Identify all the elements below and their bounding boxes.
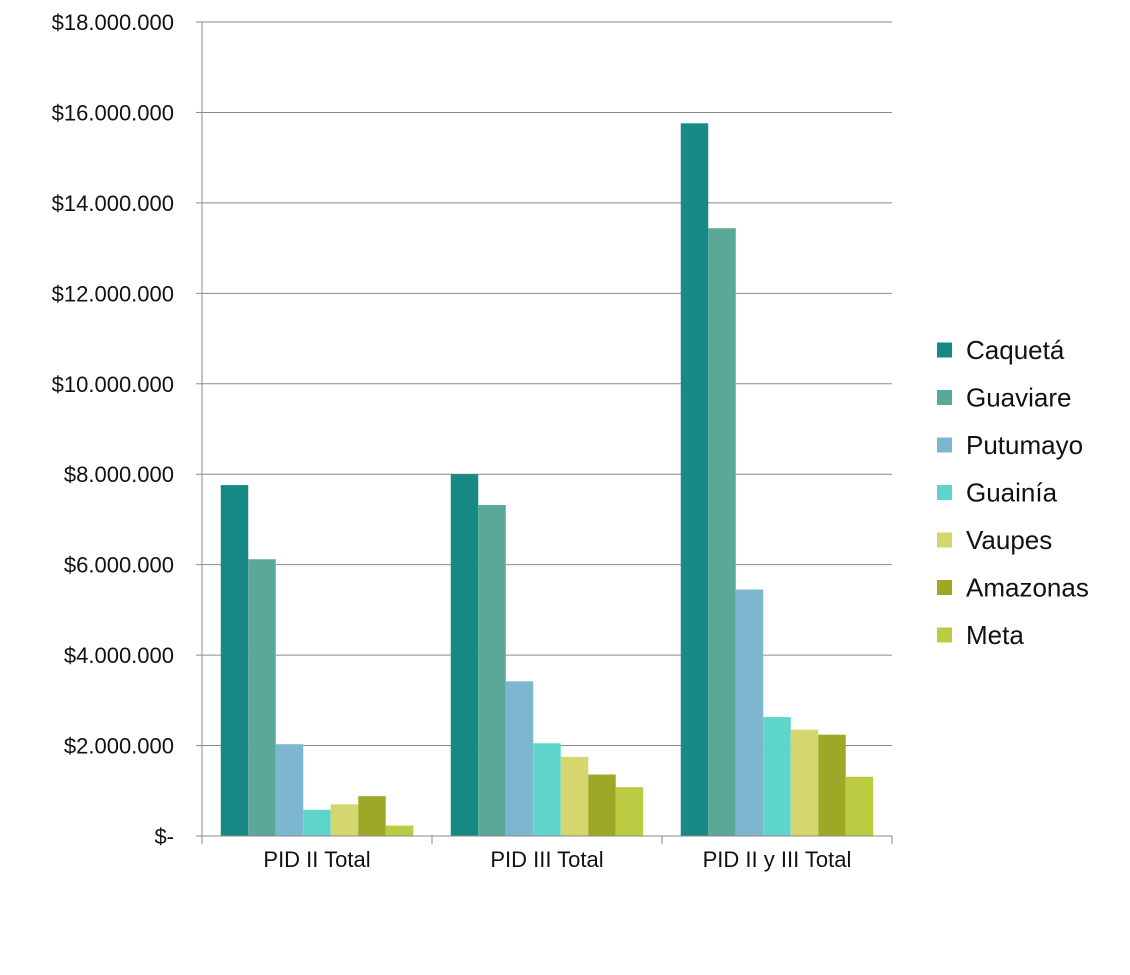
y-tick-label: $8.000.000	[64, 462, 174, 487]
legend-label: Caquetá	[966, 335, 1065, 365]
bar-guaina-2	[533, 743, 561, 836]
x-tick-label: PID II Total	[263, 847, 370, 872]
legend-label: Guaviare	[966, 383, 1072, 413]
bar-vaupes-1	[330, 804, 359, 836]
y-tick-label: $6.000.000	[64, 553, 174, 578]
bar-meta-2	[615, 787, 644, 836]
legend-swatch	[937, 437, 952, 453]
bar-caquet-2	[450, 474, 479, 836]
bar-putumayo-1	[275, 744, 304, 836]
legend-swatch	[937, 580, 952, 595]
bar-putumayo-3	[735, 589, 764, 836]
bar-meta-1	[385, 825, 414, 836]
legend-label: Meta	[966, 620, 1024, 650]
legend-label: Guainía	[966, 478, 1058, 508]
y-tick-labels: $- $2.000.000 $4.000.000 $6.000.000 $8.000.0…	[52, 10, 174, 849]
bar-caquet-3	[680, 123, 709, 836]
legend-label: Vaupes	[966, 525, 1052, 555]
y-tick-label: $14.000.000	[52, 191, 174, 216]
legend-swatch	[937, 532, 952, 548]
y-tick-label: $10.000.000	[52, 372, 174, 397]
bar-guaina-3	[763, 717, 791, 836]
bar-guaina-1	[303, 809, 331, 836]
legend-swatch	[937, 627, 952, 643]
legend-label: Amazonas	[966, 573, 1089, 603]
bar-putumayo-2	[505, 681, 534, 836]
x-tick-label: PID II y III Total	[703, 847, 852, 872]
bar-vaupes-3	[790, 729, 819, 836]
bar-guaviare-2	[478, 504, 506, 836]
y-tick-label: $18.000.000	[52, 10, 174, 35]
gridlines	[202, 21, 892, 747]
y-tick-label: $2.000.000	[64, 734, 174, 759]
y-tick-label: $-	[154, 824, 174, 849]
bars	[220, 123, 874, 837]
legend-swatch	[937, 342, 952, 358]
bar-guaviare-1	[248, 559, 276, 836]
legend-swatch	[937, 485, 952, 500]
legend-label: Putumayo	[966, 430, 1083, 460]
legend: Caquetá Guaviare Putumayo Guainía Vaupes Amaz…	[937, 335, 1089, 650]
y-tick-label: $12.000.000	[52, 281, 174, 306]
bar-vaupes-2	[560, 756, 589, 836]
x-tick-label: PID III Total	[490, 847, 603, 872]
y-tick-label: $16.000.000	[52, 100, 174, 125]
bar-amazonas-1	[358, 796, 386, 836]
x-tick-labels: PID II Total PID III Total PID II y III To…	[263, 847, 851, 872]
y-tick-label: $4.000.000	[64, 643, 174, 668]
bar-amazonas-2	[588, 774, 616, 836]
bar-amazonas-3	[818, 734, 846, 836]
bar-guaviare-3	[708, 228, 736, 837]
legend-swatch	[937, 390, 952, 405]
bar-meta-3	[845, 776, 874, 836]
axes	[196, 21, 893, 844]
bar-caquet-1	[220, 485, 249, 836]
